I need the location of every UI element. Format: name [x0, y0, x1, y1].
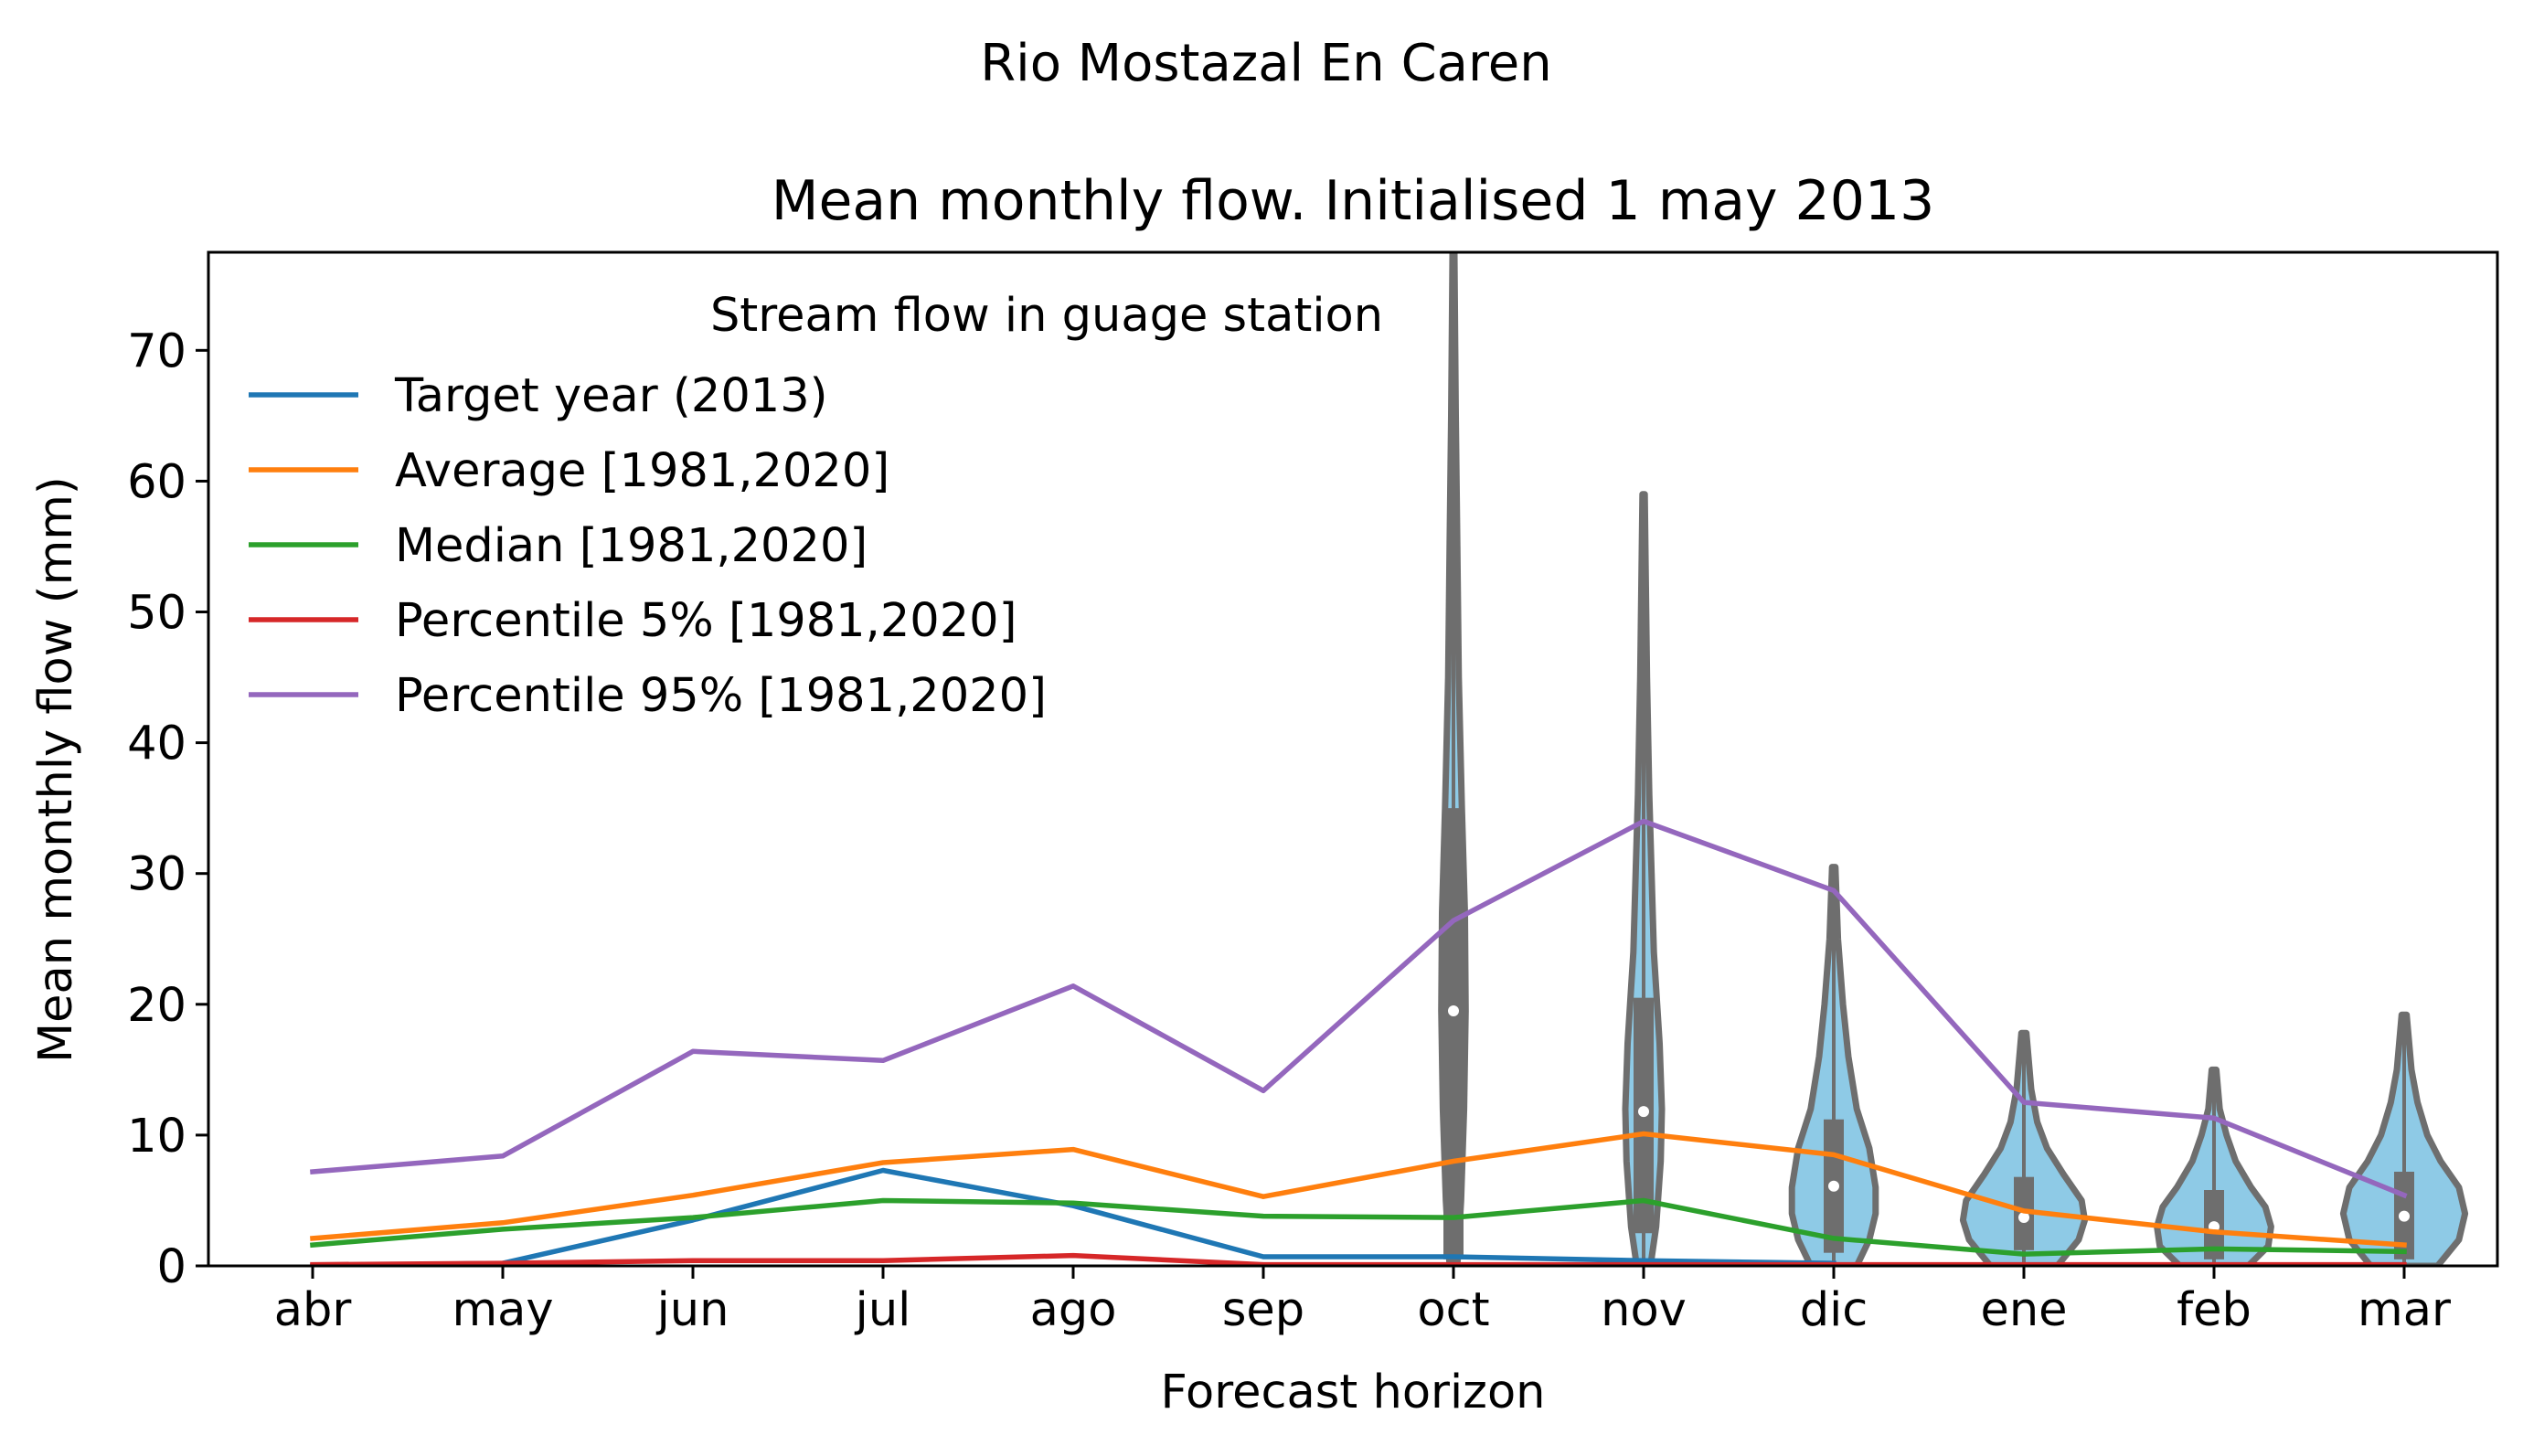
x-tick-label: abr: [274, 1283, 352, 1337]
legend-title: Stream flow in guage station: [710, 289, 1383, 343]
x-axis-label: Forecast horizon: [1161, 1366, 1546, 1419]
x-tick-label: ene: [1980, 1283, 2067, 1337]
legend-label-5: Percentile 95% [1981,2020]: [395, 669, 1047, 723]
x-tick-label: jun: [656, 1283, 729, 1337]
legend-label-1: Target year (2013): [394, 369, 828, 423]
plot-frame: [207, 250, 2499, 1268]
x-tick-label: oct: [1417, 1283, 1489, 1337]
violin-median-dot-mar: [2399, 1210, 2410, 1222]
violin-median-dot-ene: [2018, 1212, 2029, 1224]
violin-median-dot-nov: [1638, 1106, 1649, 1118]
violin-iqr-box-oct: [1443, 808, 1464, 1259]
y-tick-label: 40: [127, 717, 186, 771]
x-tick-label: sep: [1222, 1283, 1304, 1337]
y-tick-label: 20: [127, 979, 186, 1033]
legend: Stream flow in guage station Target year…: [249, 289, 1383, 723]
x-tick-label: dic: [1800, 1283, 1868, 1337]
x-tick-label: feb: [2177, 1283, 2252, 1337]
x-tick-label: jul: [855, 1283, 911, 1337]
y-tick-label: 30: [127, 848, 186, 902]
figure-suptitle: Rio Mostazal En Caren: [980, 34, 1551, 93]
legend-label-2: Average [1981,2020]: [395, 444, 889, 498]
violin-median-dot-oct: [1448, 1004, 1459, 1016]
legend-label-3: Median [1981,2020]: [395, 519, 868, 573]
series-line-2: [310, 1131, 2407, 1249]
y-tick-label: 70: [127, 324, 186, 378]
legend-label-4: Percentile 5% [1981,2020]: [395, 594, 1017, 648]
x-tick-label: nov: [1601, 1283, 1687, 1337]
y-tick-label: 50: [127, 587, 186, 641]
chart-title: Mean monthly flow. Initialised 1 may 201…: [772, 169, 1935, 233]
x-tick-label: may: [452, 1283, 553, 1337]
y-tick-label: 60: [127, 455, 186, 509]
x-tick-label: mar: [2358, 1283, 2451, 1337]
plot-area: abr may jun jul ago sep oct nov dic ene feb mar 0 10 2…: [127, 250, 2499, 1337]
violin-median-dot-dic: [1828, 1180, 1839, 1192]
y-tick-label: 10: [127, 1110, 186, 1164]
x-tick-label: ago: [1030, 1283, 1117, 1337]
y-axis-label: Mean monthly flow (mm): [29, 476, 83, 1063]
series-line-5: [310, 818, 2408, 1199]
plot-clipped-group: [310, 252, 2469, 1266]
series-line-3: [310, 1197, 2407, 1257]
series-line-1: [310, 1167, 1836, 1266]
y-tick-label: 0: [157, 1240, 186, 1294]
